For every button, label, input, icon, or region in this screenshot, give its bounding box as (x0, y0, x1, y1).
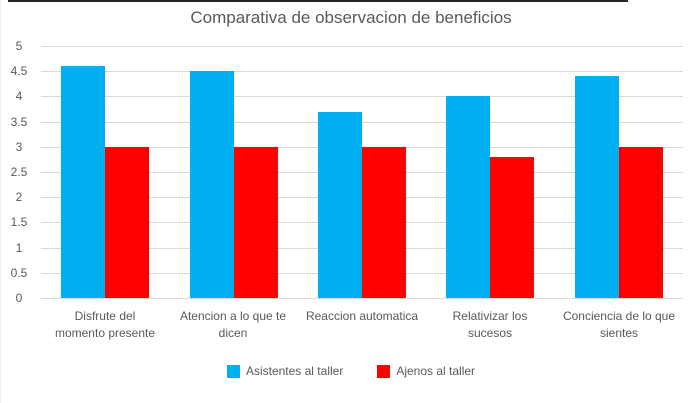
bar (490, 157, 534, 298)
gridline (41, 46, 683, 47)
y-tick-label: 2.5 (10, 165, 28, 179)
y-tick-label: 1 (15, 241, 23, 255)
gridline (41, 122, 683, 123)
legend: Asistentes al taller Ajenos al taller (1, 364, 700, 378)
y-tick-label: 3.5 (10, 115, 28, 129)
gridline (41, 71, 683, 72)
y-tick-label: 5 (15, 39, 23, 53)
bar (234, 147, 278, 298)
window-top-border (8, 0, 628, 2)
x-category-label: Atencion a lo que te dicen (179, 309, 287, 340)
y-tick-label: 2 (15, 190, 23, 204)
bar (190, 71, 234, 298)
gridline (41, 298, 683, 299)
legend-swatch (377, 364, 391, 378)
x-category-label: Conciencia de lo que sientes (562, 309, 676, 340)
legend-label: Ajenos al taller (396, 364, 476, 378)
bar (105, 147, 149, 298)
x-category-label: Relativizar los sucesos (452, 309, 528, 340)
x-category-label: Reaccion automatica (305, 309, 419, 323)
legend-item: Asistentes al taller (226, 364, 344, 378)
chart-title: Comparativa de observacion de beneficios (190, 8, 512, 27)
bar (446, 96, 490, 298)
y-tick-label: 0.5 (10, 266, 28, 280)
y-tick-label: 4.5 (10, 64, 28, 78)
y-tick-label: 0 (15, 291, 23, 305)
gridline (41, 96, 683, 97)
bar (575, 76, 619, 298)
bar (362, 147, 406, 298)
x-category-label: Disfrute del momento presente (54, 309, 156, 340)
legend-swatch (226, 364, 240, 378)
bar (619, 147, 663, 298)
legend-item: Ajenos al taller (377, 364, 475, 378)
bar (61, 66, 105, 298)
y-tick-label: 4 (15, 89, 23, 103)
y-tick-label: 1.5 (10, 215, 28, 229)
y-tick-label: 3 (15, 140, 23, 154)
bar (318, 112, 362, 298)
legend-label: Asistentes al taller (245, 364, 344, 378)
